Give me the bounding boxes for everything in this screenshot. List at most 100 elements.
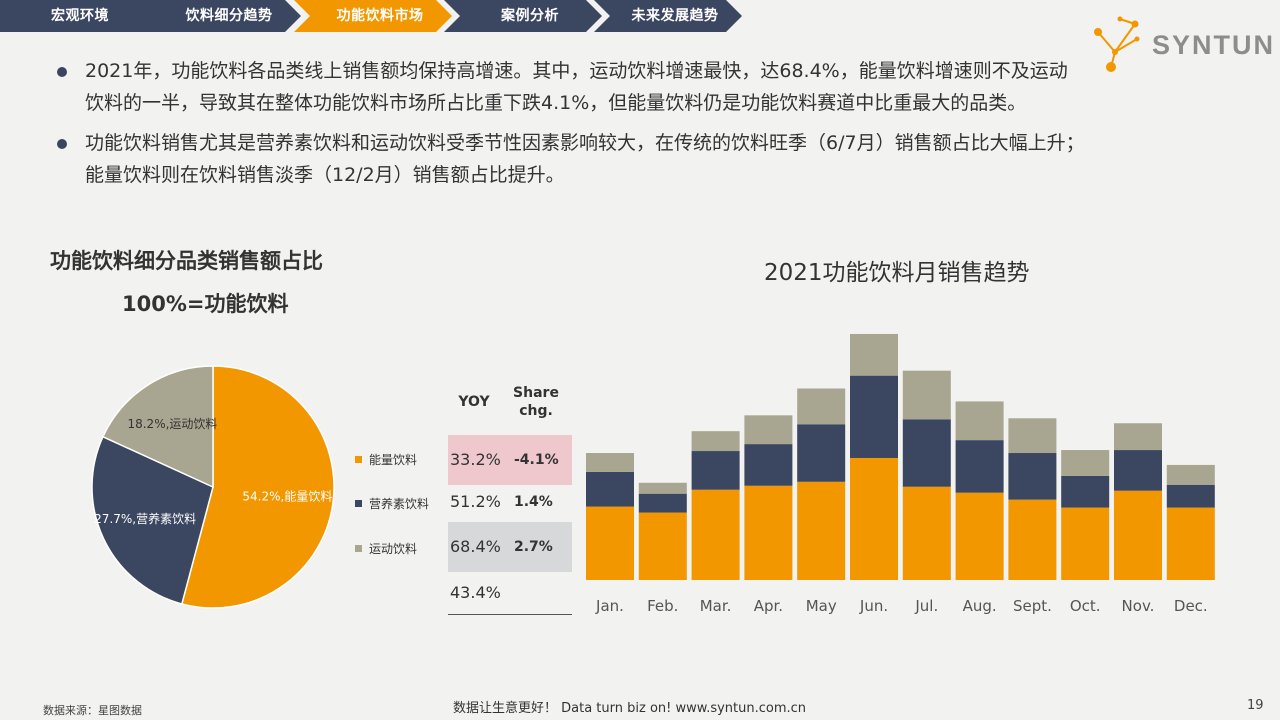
page-number: 19 — [1247, 698, 1264, 713]
nav-tab-label: 案例分析 — [501, 8, 559, 24]
x-tick-label: May — [806, 597, 837, 615]
footer-slogan: 数据让生意更好！ Data turn biz on! www.syntun.co… — [453, 701, 807, 716]
x-tick-label: Oct. — [1070, 597, 1101, 615]
x-tick-label: Jun. — [859, 597, 888, 615]
x-tick-label: Aug. — [963, 597, 997, 615]
nav-tab-chevron — [143, 0, 301, 32]
nav-tab-macro[interactable]: 宏观环境 — [0, 0, 160, 32]
nav-tab-functional-market[interactable]: 功能饮料市场 — [294, 0, 452, 32]
bar-segment — [1114, 490, 1162, 580]
bar-segment — [955, 401, 1004, 441]
nav-tab-chevron — [594, 0, 742, 32]
legend-swatch — [355, 545, 362, 552]
pie-data-label: 18.2%,运动饮料 — [127, 417, 217, 431]
bar-segment — [744, 485, 793, 580]
x-tick-label: Jan. — [595, 597, 624, 615]
bar-segment — [1061, 507, 1110, 580]
bar-segment — [1061, 450, 1110, 476]
bar-chart-title: 2021功能饮料月销售趋势 — [764, 260, 1030, 286]
bar-segment — [1166, 464, 1215, 485]
bar-segment — [850, 333, 898, 376]
legend-swatch — [355, 456, 362, 463]
bar-segment — [902, 419, 951, 487]
bar-segment — [744, 444, 793, 486]
table-row: 33.2% -4.1% — [448, 435, 572, 485]
bar-segment — [1008, 453, 1057, 500]
table-header-yoy: YOY — [458, 394, 490, 410]
bar-segment — [638, 493, 687, 513]
bar-segment — [797, 481, 846, 580]
bar-segment — [744, 415, 793, 445]
pie-chart-subtitle: 100%=功能饮料 — [122, 292, 289, 316]
logo-network-icon — [1094, 16, 1140, 72]
bar-segment — [1114, 423, 1162, 451]
table-cell-yoy: 68.4% — [450, 537, 501, 556]
bar-segment — [1166, 507, 1215, 580]
x-tick-label: Apr. — [754, 597, 783, 615]
nav-tab-label: 功能饮料市场 — [336, 8, 424, 24]
nav-tab-shape — [594, 0, 742, 32]
legend-label: 运动饮料 — [369, 542, 418, 556]
bullet-dot-icon — [57, 139, 67, 149]
pie-chart-title: 功能饮料细分品类销售额占比 — [50, 249, 323, 273]
nav-tab-case-study[interactable]: 案例分析 — [444, 0, 602, 32]
nav-tab-shape — [143, 0, 301, 32]
nav-tab-shape — [0, 0, 160, 32]
x-tick-label: Sept. — [1013, 597, 1052, 615]
table-cell-yoy: 43.4% — [450, 583, 501, 602]
table-divider — [448, 614, 572, 615]
bullet-text: 功能饮料销售尤其是营养素饮料和运动饮料受季节性因素影响较大，在传统的饮料旺季（6… — [85, 132, 1085, 186]
pie-slice — [180, 365, 335, 609]
legend-swatch — [355, 500, 362, 507]
nav-tab-label: 未来发展趋势 — [631, 8, 719, 24]
nav-tab-label: 宏观环境 — [51, 8, 109, 24]
nav-tab-label: 饮料细分趋势 — [185, 8, 273, 24]
nav-tab-chevron — [294, 0, 452, 32]
table-cell-share: -4.1% — [514, 452, 559, 468]
legend-label: 营养素饮料 — [369, 497, 430, 511]
pie-slice — [101, 365, 214, 489]
x-tick-label: Mar. — [700, 597, 732, 615]
pie-slice — [91, 435, 214, 605]
legend-label: 能量饮料 — [369, 453, 418, 467]
bar-segment — [638, 482, 687, 494]
bar-segment — [1008, 418, 1057, 454]
pie-data-label: 27.7%,营养素饮料 — [94, 511, 196, 526]
table-header-share: Share chg. — [513, 385, 559, 419]
table-cell-yoy: 33.2% — [450, 450, 501, 469]
table-row: 51.2% 1.4% — [448, 477, 572, 527]
nav-tab-segment-trends[interactable]: 饮料细分趋势 — [143, 0, 301, 32]
table-cell-share: 1.4% — [514, 494, 553, 510]
table-row: 68.4% 2.7% — [448, 522, 572, 572]
nav-tab-chevron — [444, 0, 602, 32]
x-tick-label: Nov. — [1122, 597, 1155, 615]
bullet-dot-icon — [57, 67, 67, 77]
bar-segment — [691, 489, 740, 580]
table-cell-yoy: 51.2% — [450, 492, 501, 511]
bar-segment — [850, 457, 898, 580]
bar-segment — [1166, 484, 1215, 508]
bar-segment — [1061, 475, 1110, 508]
syntun-logo: SYNTUN — [1085, 12, 1273, 74]
nav-tab-shape — [294, 0, 452, 32]
bar-segment — [902, 486, 951, 580]
bar-segment — [902, 370, 951, 420]
top-nav: 宏观环境 饮料细分趋势 功能饮料市场 案例分析 未来发展趋势 — [0, 0, 760, 32]
table-row: 43.4% — [448, 568, 572, 618]
table-cell-share: 2.7% — [514, 539, 553, 555]
bar-segment — [691, 451, 740, 490]
x-tick-label: Dec. — [1174, 597, 1208, 615]
nav-tab-chevron — [0, 0, 160, 32]
bullet-item: 功能饮料销售尤其是营养素饮料和运动饮料受季节性因素影响较大，在传统的饮料旺季（6… — [55, 128, 1085, 191]
bar-segment — [691, 431, 740, 452]
bar-segment — [638, 512, 687, 580]
bar-segment — [586, 506, 634, 580]
summary-bullets: 2021年，功能饮料各品类线上销售额均保持高增速。其中，运动饮料增速最快，达68… — [55, 56, 1085, 200]
nav-tab-future-trends[interactable]: 未来发展趋势 — [594, 0, 742, 32]
x-tick-label: Jul. — [914, 597, 938, 615]
x-tick-label: Feb. — [647, 597, 678, 615]
bar-segment — [797, 424, 846, 482]
bar-segment — [586, 471, 634, 507]
data-source-note: 数据来源：星图数据 — [43, 704, 142, 717]
nav-tab-shape — [444, 0, 602, 32]
